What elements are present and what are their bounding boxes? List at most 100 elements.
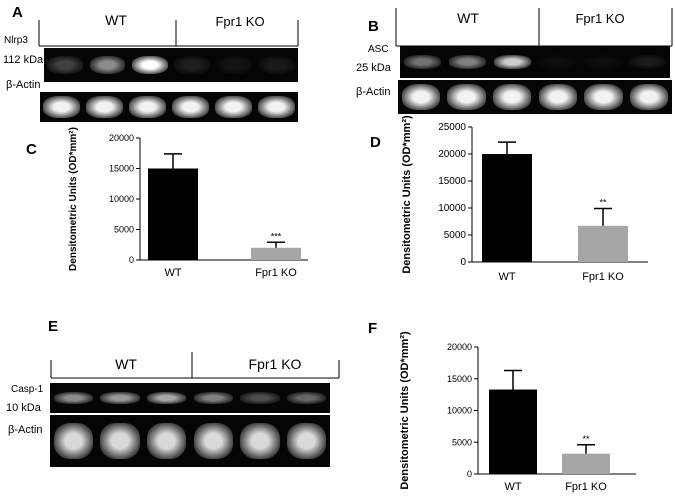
bar-chart-d: 0 5000 10000 15000 20000 25000 Densitometric U… — [401, 115, 648, 283]
bar-chart-f: 0 5000 10000 15000 20000 Densitometric Units … — [399, 331, 636, 493]
panel-letter-c: C — [26, 141, 37, 158]
protein-kda-e: 10 kDa — [6, 402, 41, 414]
chart-f-category-label-1: Fpr1 KO — [565, 481, 607, 493]
chart-d-y-tick-label: 5000 — [444, 230, 467, 241]
chart-d-category-label-1: Fpr1 KO — [582, 271, 624, 283]
chart-c-y-tick-label: 0 — [129, 255, 134, 265]
group-label-ko-a: Fpr1 KO — [215, 14, 265, 29]
asc-band — [583, 54, 622, 70]
chart-f-y-tick-label: 0 — [467, 469, 472, 479]
actin-b-band — [401, 84, 440, 110]
actin-a-band — [43, 95, 80, 119]
chart-f-significance-1: ** — [582, 434, 590, 444]
asc-band — [448, 54, 487, 70]
actin-a-band — [86, 95, 123, 119]
chart-c-category-label-1: Fpr1 KO — [255, 267, 297, 279]
chart-c-category-label-0: WT — [164, 267, 181, 279]
chart-f-bar-0 — [489, 389, 537, 474]
nlrp3-band — [89, 55, 126, 75]
chart-f-y-tick-label: 20000 — [447, 342, 472, 352]
casp1-band — [147, 392, 187, 404]
actin-blot-a — [40, 92, 298, 122]
actin-label-b: β-Actin — [356, 86, 391, 98]
chart-d-bar-0 — [482, 154, 532, 262]
casp1-band — [53, 392, 93, 404]
chart-d-y-axis-label: Densitometric Units (OD*mm²) — [401, 115, 413, 274]
bar-chart-c: 0 5000 10000 15000 20000 Densitometric Units … — [68, 127, 308, 279]
protein-label-e: Casp-1 — [11, 384, 44, 395]
asc-band — [403, 54, 442, 70]
group-label-wt-e: WT — [115, 356, 137, 372]
group-label-wt-a: WT — [105, 12, 127, 28]
chart-d-y-tick-label: 0 — [460, 257, 466, 268]
nlrp3-band — [216, 55, 253, 75]
chart-d-y-tick-label: 15000 — [438, 176, 466, 187]
panel-letter-a: A — [12, 4, 23, 21]
actin-e-band — [240, 422, 280, 460]
panel-letter-b: B — [368, 18, 379, 35]
casp1-band — [240, 392, 280, 404]
panel-letter-e: E — [48, 318, 59, 335]
actin-a-band — [129, 95, 166, 119]
asc-blot — [400, 46, 670, 78]
chart-c-y-axis-label: Densitometric Units (OD*mm²) — [68, 127, 79, 271]
chart-c-y-tick-label: 15000 — [109, 164, 134, 174]
actin-b-band — [447, 84, 486, 110]
nlrp3-blot — [44, 48, 298, 82]
panel-letter-d: D — [370, 134, 381, 151]
chart-d-bar-1 — [578, 225, 628, 262]
chart-c-bar-1 — [251, 247, 301, 260]
actin-b-band — [584, 84, 623, 110]
chart-d-significance-1: ** — [599, 198, 607, 208]
group-label-wt-b: WT — [457, 10, 479, 26]
actin-label-a: β-Actin — [6, 79, 41, 91]
chart-c-y-tick-label: 5000 — [114, 225, 134, 235]
chart-f-category-label-0: WT — [504, 481, 521, 493]
chart-c-y-tick-label: 10000 — [109, 194, 134, 204]
actin-e-band — [53, 422, 93, 460]
actin-label-e: β-Actin — [8, 424, 43, 436]
actin-b-band — [538, 84, 577, 110]
actin-e-band — [193, 422, 233, 460]
nlrp3-band — [132, 55, 168, 75]
actin-a-band — [172, 95, 209, 119]
group-label-ko-e: Fpr1 KO — [248, 356, 302, 372]
nlrp3-band — [47, 55, 83, 75]
chart-c-significance-1: *** — [271, 231, 282, 241]
chart-c-bar-0 — [148, 168, 198, 260]
casp1-band — [287, 392, 327, 404]
actin-a-band — [258, 95, 295, 119]
chart-f-y-tick-label: 5000 — [452, 437, 472, 447]
chart-d-y-tick-label: 20000 — [438, 149, 466, 160]
casp1-band — [193, 392, 233, 404]
nlrp3-band — [259, 55, 295, 75]
actin-b-band — [492, 84, 532, 110]
actin-b-band — [629, 84, 669, 110]
group-label-ko-b: Fpr1 KO — [575, 11, 625, 26]
chart-f-y-tick-label: 10000 — [447, 406, 472, 416]
actin-e-band — [287, 422, 327, 460]
chart-d-y-tick-label: 25000 — [438, 122, 466, 133]
actin-a-band — [215, 95, 252, 119]
protein-label-b: ASC — [368, 44, 389, 55]
chart-f-y-axis-label: Densitometric Units (OD*mm²) — [399, 331, 411, 490]
asc-band — [493, 54, 532, 70]
casp1-band — [100, 392, 140, 404]
actin-blot-b — [398, 80, 672, 114]
nlrp3-band — [174, 55, 210, 75]
asc-band — [628, 54, 667, 70]
protein-kda-a: 112 kDa — [3, 54, 44, 66]
chart-f-bar-1 — [562, 453, 610, 474]
actin-e-band — [100, 422, 140, 460]
panel-letter-f: F — [368, 320, 378, 337]
actin-e-band — [147, 422, 187, 460]
asc-band — [538, 54, 577, 70]
chart-c-y-tick-label: 20000 — [109, 133, 134, 143]
chart-d-y-tick-label: 10000 — [438, 203, 466, 214]
actin-blot-e — [50, 415, 330, 467]
chart-d-category-label-0: WT — [498, 271, 515, 283]
group-bracket-a — [38, 20, 299, 47]
protein-kda-b: 25 kDa — [356, 62, 391, 74]
protein-label-a: Nlrp3 — [4, 35, 28, 46]
chart-f-y-tick-label: 15000 — [447, 374, 472, 384]
